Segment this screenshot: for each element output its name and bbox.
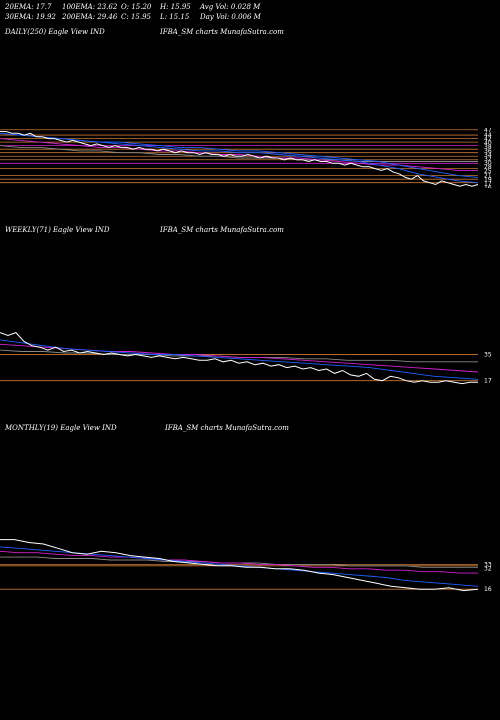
stat-ema30: 30EMA: 19.92 <box>5 13 56 21</box>
monthly-panel-title: MONTHLY(19) Eagle View IND <box>5 424 117 432</box>
daily-ema20-line <box>0 132 479 184</box>
y-tick-label: 36 <box>484 148 492 155</box>
stat-low: L: 15.15 <box>160 13 190 21</box>
weekly-panel-source: IFBA_SM charts MunafaSutra.com <box>160 226 284 234</box>
weekly-price-chart: 35 17 <box>0 332 492 385</box>
y-tick-label: 35 <box>484 351 492 358</box>
y-tick-label: 40 <box>484 140 492 147</box>
stat-high: H: 15.95 <box>160 3 191 11</box>
daily-ema200-line <box>0 145 478 162</box>
monthly-ema_slow-line <box>0 550 478 574</box>
y-tick-label: 17 <box>484 378 492 385</box>
y-tick-label: 21 <box>484 173 492 180</box>
y-tick-label: 32 <box>484 156 492 163</box>
y-tick-label: 47 <box>484 128 492 134</box>
stat-open: O: 15.20 <box>121 3 152 11</box>
weekly-ema_fast-line <box>0 339 479 380</box>
y-tick-label: 17 <box>484 181 492 188</box>
daily-panel-source: IFBA_SM charts MunafaSutra.com <box>160 28 284 36</box>
y-tick-label: 34 <box>484 152 492 159</box>
y-tick-label: 19 <box>484 177 492 184</box>
y-tick-label: 25 <box>484 168 492 175</box>
weekly-panel-title: WEEKLY(71) Eagle View IND <box>5 226 110 234</box>
y-tick-label: 30 <box>484 160 492 167</box>
weekly-ema_long-line <box>0 349 478 363</box>
daily-price-chart: 474442403836343230282521191716 <box>0 128 492 188</box>
weekly-price-line <box>0 332 478 385</box>
y-tick-label: 16 <box>484 185 492 188</box>
y-tick-label: 38 <box>484 144 492 151</box>
stat-avg-vol: Avg Vol: 0.028 M <box>200 3 261 11</box>
y-tick-label: 33 <box>484 561 492 568</box>
y-tick-label: 28 <box>484 164 492 171</box>
y-tick-label: 42 <box>484 136 492 143</box>
weekly-ema_slow-line <box>0 343 479 373</box>
monthly-price-line <box>0 539 479 592</box>
y-tick-label: 16 <box>484 586 492 593</box>
stat-day-vol: Day Vol: 0.006 M <box>200 13 261 21</box>
monthly-panel-source: IFBA_SM charts MunafaSutra.com <box>165 424 289 432</box>
daily-ema100-line <box>0 138 478 171</box>
daily-panel-title: DAILY(250) Eagle View IND <box>5 28 105 36</box>
stat-ema200: 200EMA: 29.46 <box>62 13 118 21</box>
y-tick-label: 44 <box>484 132 492 139</box>
stat-close: C: 15.95 <box>121 13 151 21</box>
stat-ema20: 20EMA: 17.7 <box>5 3 52 11</box>
y-tick-label: 32 <box>484 565 492 572</box>
daily-price-line <box>0 131 479 187</box>
stat-ema100: 100EMA: 23.62 <box>62 3 118 11</box>
